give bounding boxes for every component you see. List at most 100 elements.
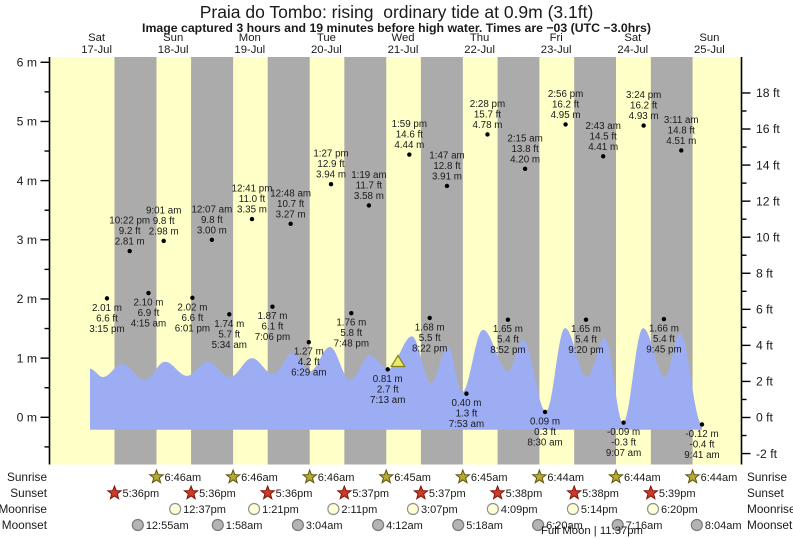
tide-point-label: 9:20 pm bbox=[568, 345, 603, 356]
tide-point-label: 13.8 ft bbox=[511, 144, 539, 155]
tide-point-label: 1.27 m bbox=[294, 347, 324, 358]
tide-point-label: 1.87 m bbox=[257, 311, 287, 322]
astro-row-label-right: Sunrise bbox=[747, 470, 787, 484]
sunset-time: 5:38pm bbox=[506, 488, 543, 500]
tide-point-label: 1:47 am bbox=[429, 150, 464, 161]
moonrise-moon-icon bbox=[566, 502, 580, 516]
tide-point-label: 1.65 m bbox=[571, 324, 601, 335]
moonset-time: 4:12am bbox=[386, 520, 423, 532]
tide-point-dot bbox=[104, 296, 110, 301]
tide-point-label: 16.2 ft bbox=[552, 99, 580, 110]
tide-point-label: 4.41 m bbox=[588, 142, 618, 153]
tide-point-label: 8:22 pm bbox=[412, 343, 447, 354]
tide-point-label: 3:24 pm bbox=[626, 90, 661, 101]
tide-point-label: 8:30 am bbox=[527, 437, 562, 448]
sunrise-time: 6:45am bbox=[394, 472, 431, 484]
moonset-time: 12:55am bbox=[146, 520, 189, 532]
tide-point-label: 7:13 am bbox=[370, 395, 405, 406]
tide-point-dot bbox=[641, 123, 646, 128]
tide-point-label: 2.7 ft bbox=[377, 384, 399, 395]
sunrise-time: 6:46am bbox=[318, 472, 355, 484]
full-moon-label: Full Moon | 11:37pm bbox=[541, 525, 643, 537]
tide-point-label: 4.78 m bbox=[472, 120, 502, 131]
tide-point-label: 12.9 ft bbox=[317, 159, 345, 170]
tide-point-label: 6.9 ft bbox=[138, 308, 160, 319]
astro-row-label-left: Sunrise bbox=[7, 470, 47, 484]
sunset-star-icon bbox=[183, 484, 200, 500]
moonset-moon-icon bbox=[452, 518, 465, 532]
moonrise-time: 2:11pm bbox=[341, 504, 377, 516]
moonrise-moon-icon bbox=[327, 502, 340, 516]
moonset-moon-icon bbox=[372, 518, 385, 532]
tide-point-label: 4.93 m bbox=[629, 111, 659, 122]
astro-row-label-right: Moonset bbox=[747, 518, 793, 532]
day-label-weekday: Thu bbox=[470, 32, 489, 44]
tide-point-label: 1:59 pm bbox=[392, 119, 427, 130]
moonrise-time: 1:21pm bbox=[262, 504, 299, 516]
day-label-weekday: Wed bbox=[391, 32, 414, 44]
tide-point-dot bbox=[227, 312, 232, 317]
day-label-weekday: Mon bbox=[239, 32, 261, 44]
day-label-date: 23-Jul bbox=[541, 44, 572, 56]
left-axis-tick-label: 0 m bbox=[17, 411, 37, 425]
moonrise-moon-icon bbox=[406, 502, 420, 516]
left-axis-tick-label: 1 m bbox=[17, 351, 37, 365]
left-axis-tick-label: 3 m bbox=[17, 233, 37, 247]
tide-point-label: 1.76 m bbox=[336, 318, 366, 329]
tide-point-label: 0.81 m bbox=[373, 374, 403, 385]
tide-point-label: 14.8 ft bbox=[668, 125, 696, 136]
sunset-time: 5:39pm bbox=[659, 488, 696, 500]
moonrise-time: 12:37pm bbox=[183, 504, 226, 516]
tide-point-dot bbox=[161, 238, 166, 244]
tide-point-label: 0.40 m bbox=[451, 398, 481, 409]
astro-row-label-left: Sunset bbox=[10, 486, 47, 500]
tide-point-dot bbox=[288, 221, 293, 227]
sunrise-star-icon bbox=[225, 468, 242, 484]
day-label-weekday: Sun bbox=[699, 32, 719, 44]
tide-point-label: 1.65 m bbox=[493, 324, 523, 335]
day-label-date: 18-Jul bbox=[158, 44, 189, 56]
tide-point-dot bbox=[366, 203, 372, 208]
tide-point-label: 12:07 am bbox=[191, 204, 232, 215]
moonrise-moon-icon bbox=[646, 502, 660, 516]
tide-point-label: 8:52 pm bbox=[490, 345, 525, 356]
tide-point-label: 0.09 m bbox=[530, 416, 560, 427]
tide-point-label: 3:11 am bbox=[664, 115, 699, 126]
tide-point-label: 3.94 m bbox=[316, 170, 346, 181]
tide-point-label: 7:48 pm bbox=[334, 339, 369, 350]
tide-point-label: 2.02 m bbox=[177, 302, 207, 313]
moonset-moon-icon bbox=[532, 518, 545, 532]
tide-point-label: 2.98 m bbox=[149, 226, 179, 237]
right-axis-tick-label: 12 ft bbox=[756, 194, 780, 208]
tide-point-label: 9:41 am bbox=[684, 450, 719, 461]
sunset-star-icon bbox=[412, 484, 429, 500]
tide-point-dot bbox=[661, 316, 667, 322]
day-label-date: 24-Jul bbox=[617, 44, 648, 56]
tide-point-label: 10:22 pm bbox=[109, 216, 150, 227]
sunset-time: 5:36pm bbox=[122, 488, 159, 500]
right-axis-tick-label: 0 ft bbox=[756, 411, 774, 425]
tide-point-label: 9:01 am bbox=[146, 205, 181, 216]
tide-point-label: 4.44 m bbox=[394, 140, 424, 151]
tide-point-label: 7:53 am bbox=[449, 419, 484, 430]
tide-point-label: 3.27 m bbox=[276, 209, 306, 220]
tide-point-label: 3:15 pm bbox=[89, 324, 124, 335]
sunset-time: 5:36pm bbox=[199, 488, 236, 500]
sunrise-star-icon bbox=[378, 468, 395, 484]
tide-point-label: 14.6 ft bbox=[396, 130, 424, 141]
day-label-weekday: Sat bbox=[624, 32, 642, 44]
tide-area bbox=[90, 328, 702, 430]
tide-point-label: 3.91 m bbox=[432, 171, 462, 182]
sunrise-time: 6:44am bbox=[701, 472, 738, 484]
moonset-time: 1:58am bbox=[226, 520, 263, 532]
tide-point-label: 5.4 ft bbox=[497, 335, 519, 346]
moonset-time: 6:20am bbox=[546, 520, 583, 532]
tide-point-label: 6.6 ft bbox=[182, 313, 204, 324]
tide-point-label: 11.0 ft bbox=[239, 194, 266, 205]
tide-point-label: -0.12 m bbox=[685, 429, 718, 440]
tide-point-dot bbox=[328, 181, 334, 187]
sunrise-star-icon bbox=[531, 468, 548, 484]
chart-title: Praia do Tombo: rising ordinary tide at … bbox=[199, 2, 594, 22]
